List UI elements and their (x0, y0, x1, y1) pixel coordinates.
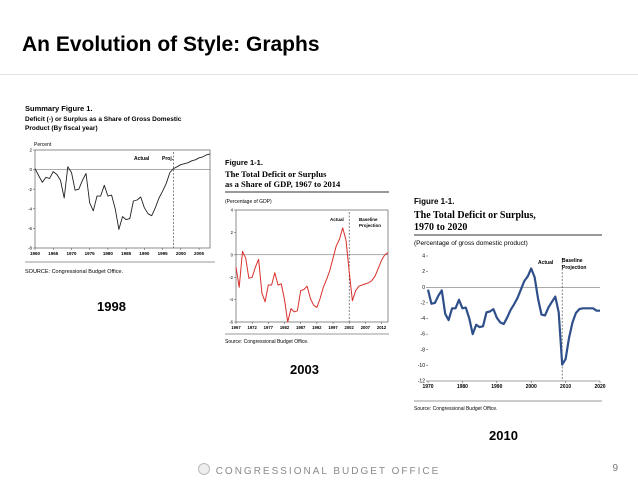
figure-2003: Figure 1-1. The Total Deficit or Surplus… (222, 154, 392, 350)
source-note: Source: Congressional Budget Office. (414, 406, 498, 412)
x-tick-label: 1972 (248, 325, 258, 330)
projection-label-line1: Baseline (562, 258, 583, 264)
x-tick-label: 1997 (328, 325, 338, 330)
figure-2003-svg: Figure 1-1. The Total Deficit or Surplus… (225, 158, 389, 345)
figure-2010-svg: Figure 1-1. The Total Deficit or Surplus… (414, 197, 606, 412)
figure-subtitle-line2: Product (By fiscal year) (25, 125, 98, 132)
y-tick-label: -4 (421, 316, 426, 322)
y-tick-label: 0 (231, 252, 234, 257)
x-tick-label: 2005 (194, 251, 205, 256)
figure-1998-svg: Summary Figure 1. Deficit (-) or Surplus… (25, 104, 215, 275)
y-tick-label: 2 (29, 148, 32, 153)
x-tick-label: 1982 (280, 325, 290, 330)
x-tick-label: 2000 (176, 251, 187, 256)
figure-heading: Figure 1-1. (225, 158, 263, 167)
y-tick-label: -2 (421, 300, 426, 306)
x-tick-label: 2002 (345, 325, 355, 330)
x-tick-label: 1980 (103, 251, 114, 256)
year-label-2003: 2003 (290, 362, 319, 377)
page-number: 9 (612, 463, 618, 474)
x-tick-label: 2020 (594, 384, 605, 390)
x-tick-label: 1985 (121, 251, 132, 256)
y-tick-label: -6 (28, 226, 32, 231)
x-tick-label: 2012 (377, 325, 387, 330)
actual-label: Actual (134, 156, 150, 162)
y-axis-unit: Percent (34, 142, 52, 148)
y-tick-label: 2 (422, 269, 425, 275)
actual-label: Actual (538, 260, 554, 266)
deficit-series-line (426, 267, 600, 366)
projection-label: Proj. (162, 156, 174, 162)
y-tick-label: 2 (231, 230, 234, 235)
y-tick-label: 4 (231, 208, 234, 213)
y-tick-label: 0 (29, 167, 32, 172)
x-tick-label: 1990 (139, 251, 150, 256)
x-tick-label: 2007 (361, 325, 371, 330)
y-tick-label: -8 (421, 347, 426, 353)
year-label-2010: 2010 (489, 428, 518, 443)
figure-heading: Summary Figure 1. (25, 104, 93, 113)
footer-text: CONGRESSIONAL BUDGET OFFICE (215, 466, 441, 477)
projection-label-line2: Projection (359, 223, 381, 228)
actual-label: Actual (330, 217, 344, 222)
projection-label-line2: Projection (562, 265, 586, 271)
figure-heading: Figure 1-1. (414, 197, 454, 206)
x-tick-label: 1970 (422, 384, 433, 390)
figure-subtitle-line2: 1970 to 2020 (414, 222, 467, 233)
x-tick-label: 1995 (158, 251, 169, 256)
plot-frame (34, 149, 211, 249)
figure-subtitle-line2: as a Share of GDP, 1967 to 2014 (225, 179, 341, 189)
figure-2010: Figure 1-1. The Total Deficit or Surplus… (410, 193, 606, 415)
y-tick-label: -12 (418, 379, 425, 385)
x-tick-label: 2010 (560, 384, 571, 390)
x-tick-label: 1965 (48, 251, 59, 256)
y-axis-unit: (Percentage of GDP) (225, 199, 272, 205)
y-tick-label: -8 (28, 246, 32, 251)
x-tick-label: 1987 (296, 325, 306, 330)
source-note: SOURCE: Congressional Budget Office. (25, 269, 123, 275)
cbo-seal-icon (197, 463, 210, 475)
source-note: Source: Congressional Budget Office. (225, 339, 309, 345)
y-tick-label: -4 (28, 206, 32, 211)
y-tick-label: 0 (422, 285, 425, 291)
title-divider (0, 74, 638, 75)
projection-label-line1: Baseline (359, 217, 378, 222)
x-tick-label: 2000 (526, 384, 537, 390)
y-tick-label: -4 (229, 297, 233, 302)
figure-subtitle-line1: Deficit (-) or Surplus as a Share of Gro… (25, 116, 182, 123)
y-tick-label: -6 (229, 320, 233, 325)
y-axis-unit: (Percentage of gross domestic product) (414, 240, 528, 247)
x-tick-label: 1990 (491, 384, 502, 390)
y-tick-label: -2 (28, 187, 32, 192)
y-tick-label: -6 (421, 332, 426, 338)
footer: CONGRESSIONAL BUDGET OFFICE (0, 463, 638, 477)
x-tick-label: 1960 (30, 251, 41, 256)
figure-subtitle-line1: The Total Deficit or Surplus (225, 169, 327, 179)
figure-1998: Summary Figure 1. Deficit (-) or Surplus… (22, 102, 218, 280)
x-tick-label: 1975 (85, 251, 96, 256)
slide-title: An Evolution of Style: Graphs (22, 33, 320, 56)
plot-frame (235, 209, 389, 323)
deficit-series-line (34, 153, 211, 230)
deficit-series-line (235, 227, 389, 323)
y-tick-label: 4 (422, 254, 425, 260)
x-tick-label: 1980 (457, 384, 468, 390)
x-tick-label: 1967 (231, 325, 241, 330)
y-tick-label: -2 (229, 275, 233, 280)
year-label-1998: 1998 (97, 299, 126, 314)
x-tick-label: 1970 (66, 251, 77, 256)
y-tick-label: -10 (418, 363, 425, 369)
figure-subtitle-line1: The Total Deficit or Surplus, (414, 210, 536, 221)
x-tick-label: 1992 (312, 325, 322, 330)
x-tick-label: 1977 (264, 325, 274, 330)
